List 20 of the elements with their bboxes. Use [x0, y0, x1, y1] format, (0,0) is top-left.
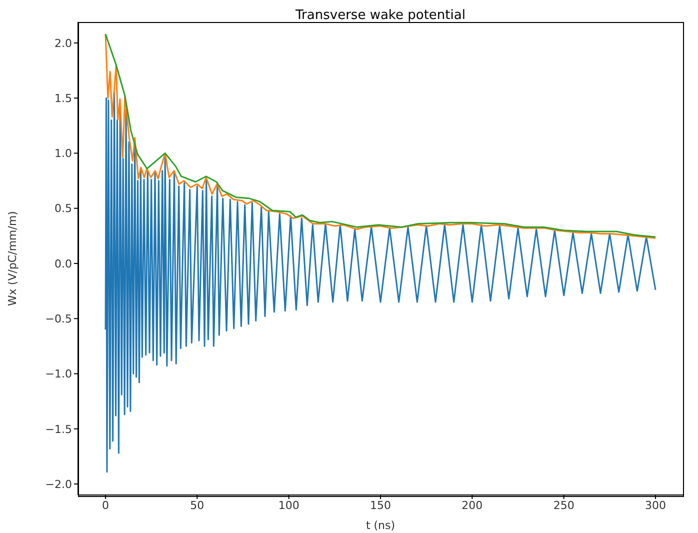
- y-tick-label: −2.0: [45, 478, 72, 491]
- y-tick-label: −1.5: [45, 422, 72, 436]
- x-tick-label: 100: [278, 498, 300, 512]
- x-tick-label: 300: [645, 498, 666, 512]
- x-tick-label: 50: [190, 498, 204, 512]
- x-axis-title: t (ns): [366, 519, 396, 532]
- line-series: [104, 92, 656, 473]
- x-tick-label: 150: [370, 498, 391, 512]
- x-tick-label: 0: [102, 498, 109, 512]
- x-tick-label: 200: [462, 498, 483, 512]
- y-tick-label: 1.5: [54, 92, 72, 105]
- y-tick-label: −1.0: [45, 368, 72, 381]
- x-tick-label: 250: [553, 498, 574, 512]
- y-tick-label: 0.0: [54, 257, 72, 270]
- chart-title: Transverse wake potential: [294, 8, 466, 23]
- y-tick-label: 0.5: [54, 202, 72, 216]
- y-tick-label: 2.0: [54, 36, 72, 50]
- y-axis-title: Wx (V/pC/mm/m): [6, 211, 19, 306]
- y-tick-label: −0.5: [45, 312, 72, 326]
- y-tick-label: 1.0: [54, 147, 72, 160]
